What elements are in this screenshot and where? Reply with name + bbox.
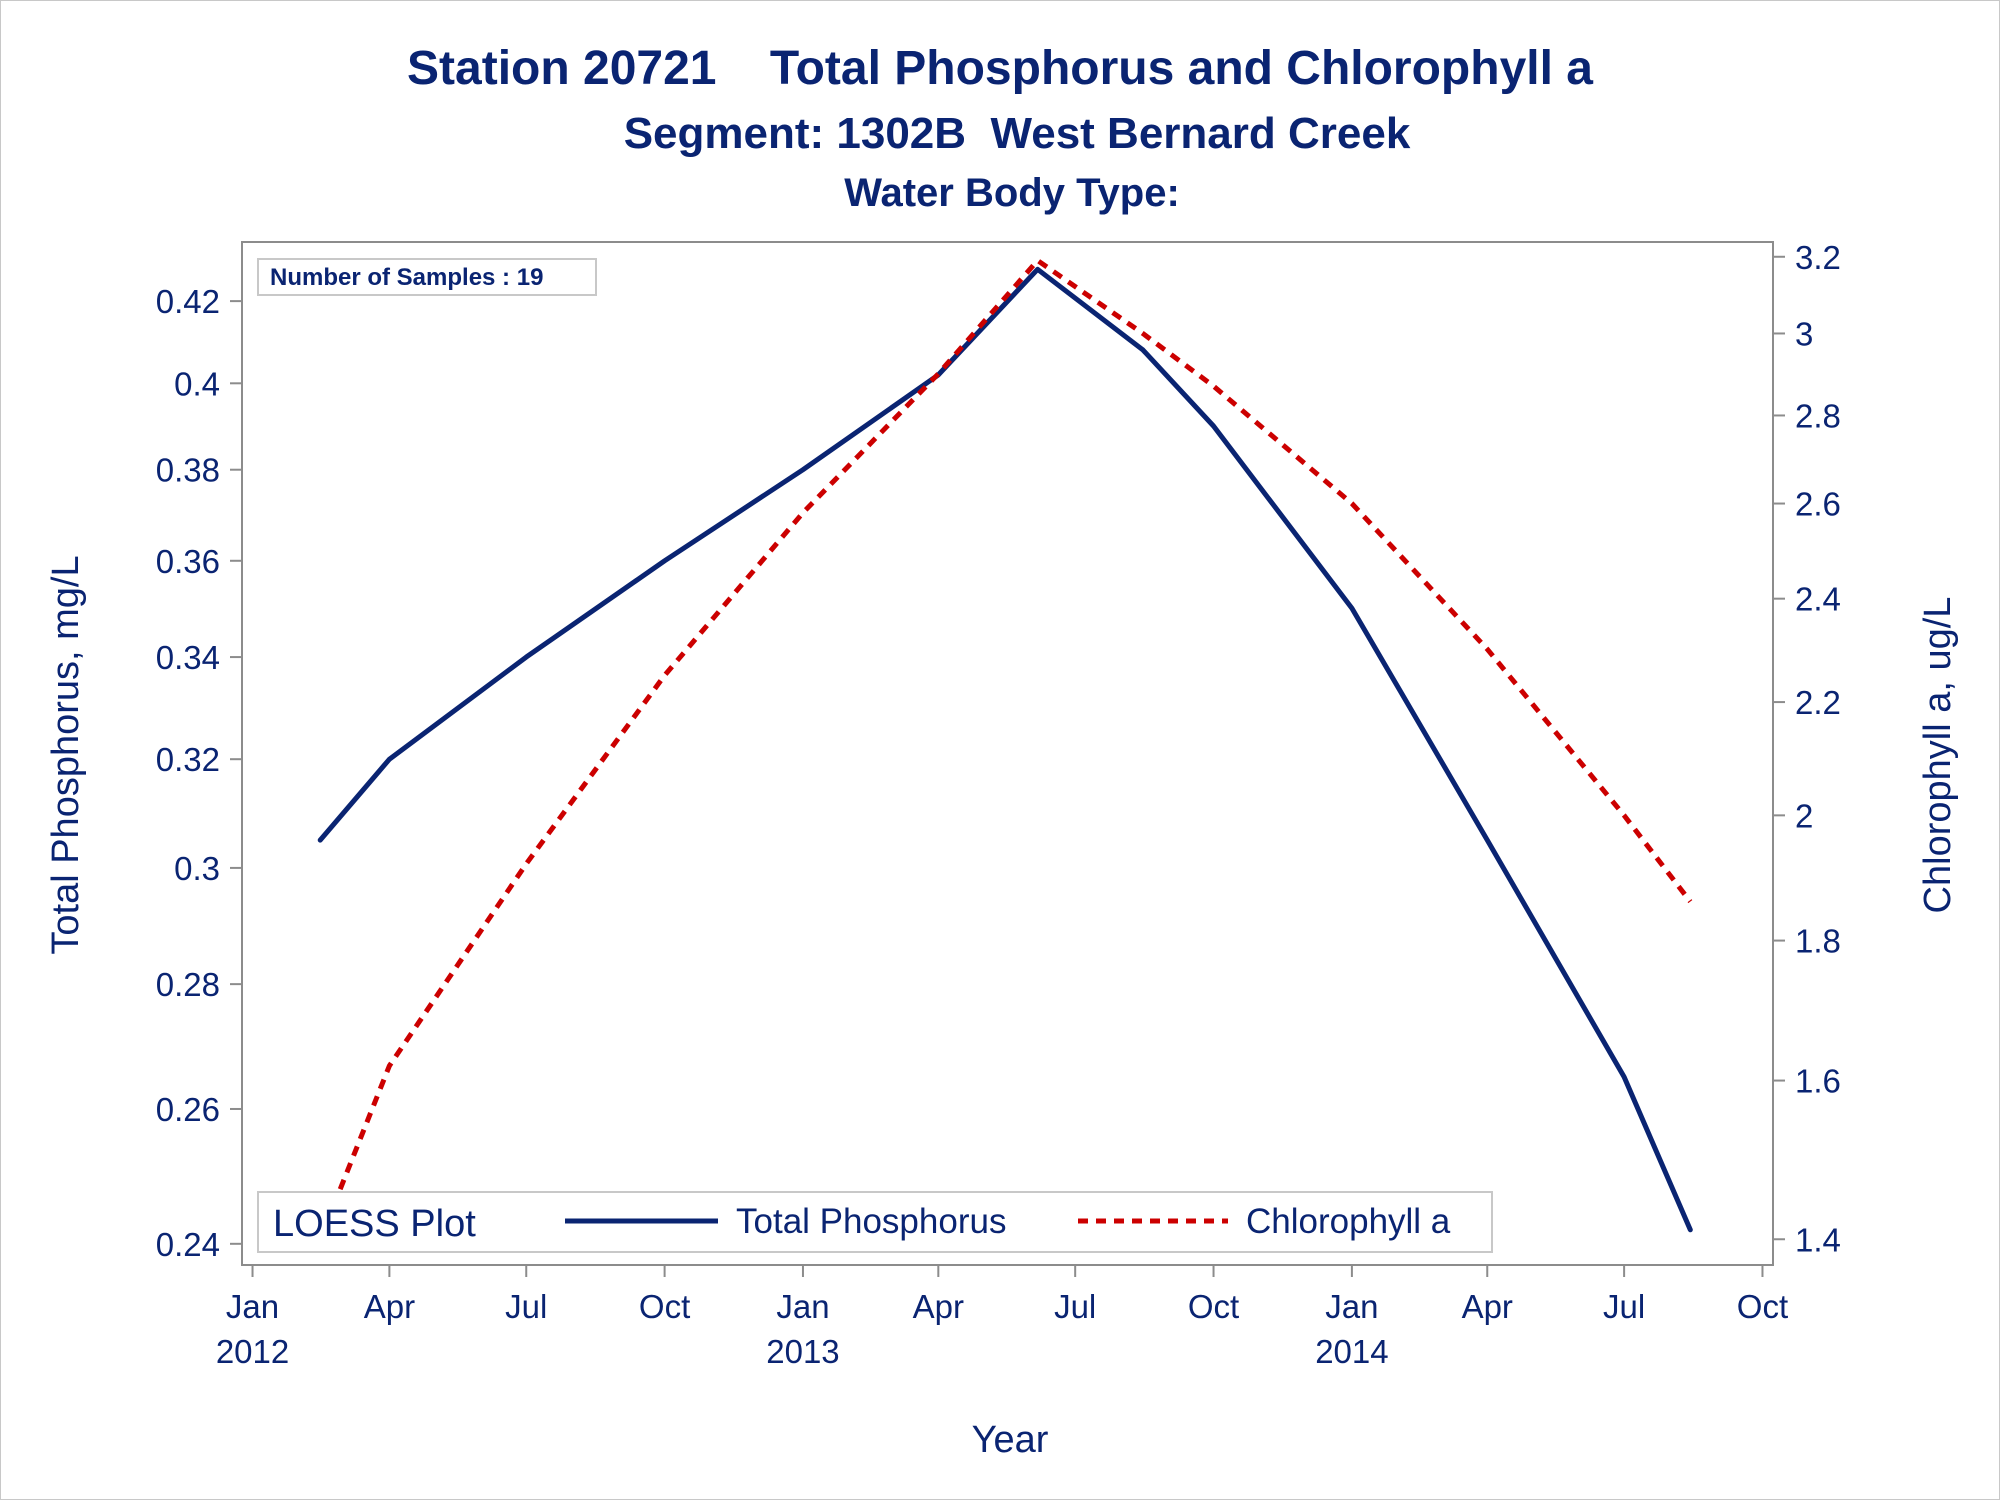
legend: LOESS Plot Total Phosphorus Chlorophyll … <box>257 1191 1493 1253</box>
y-left-tick-label: 0.32 <box>156 741 220 778</box>
y-left-tick-label: 0.3 <box>174 850 220 887</box>
y-right-tick-label: 2.6 <box>1795 486 1841 523</box>
legend-label-total-phosphorus: Total Phosphorus <box>736 1202 1006 1241</box>
y-left-tick-label: 0.28 <box>156 966 220 1003</box>
legend-label-chlorophyll-a: Chlorophyll a <box>1246 1202 1451 1241</box>
y-right-tick-label: 2.8 <box>1795 397 1841 434</box>
y-right-axis: 1.4 1.6 1.8 2 2.2 2.4 2.6 2.8 3 3.2 <box>1773 239 1841 1258</box>
y-left-tick-label: 0.24 <box>156 1226 220 1263</box>
sample-count-text: Number of Samples : 19 <box>270 264 543 291</box>
x-tick-label: Apr <box>364 1288 415 1325</box>
y-right-tick-label: 1.8 <box>1795 923 1841 960</box>
y-left-tick-label: 0.34 <box>156 639 220 676</box>
x-tick-year-label: 2013 <box>766 1333 839 1370</box>
y-right-tick-label: 2.4 <box>1795 581 1841 618</box>
y-left-axis-label: Total Phosphorus, mg/L <box>45 555 87 954</box>
x-axis: Jan 2012 Apr Jul Oct Jan 2013 Apr Jul Oct Jan 2014 A… <box>216 1264 1788 1370</box>
y-right-axis-label: Chlorophyll a, ug/L <box>1917 597 1959 914</box>
y-right-tick-label: 2 <box>1795 797 1813 834</box>
y-left-tick-label: 0.4 <box>174 365 220 402</box>
chart-subtitle: Segment: 1302B West Bernard Creek <box>624 109 1411 158</box>
x-tick-label: Jul <box>1603 1288 1645 1325</box>
y-left-axis: 0.24 0.26 0.28 0.3 0.32 0.34 0.36 0.38 0.4 0.42 <box>156 283 242 1263</box>
series-line-chlorophyll-a <box>317 258 1693 1241</box>
x-tick-label: Oct <box>1737 1288 1788 1325</box>
x-tick-label: Jan <box>776 1288 829 1325</box>
chart-title: Station 20721 Total Phosphorus and Chlor… <box>407 42 1593 95</box>
x-tick-label: Apr <box>913 1288 964 1325</box>
x-tick-year-label: 2012 <box>216 1333 289 1370</box>
y-right-tick-label: 3 <box>1795 315 1813 352</box>
x-tick-label: Jul <box>1054 1288 1096 1325</box>
sample-count-frame <box>257 258 597 296</box>
x-tick-label: Oct <box>639 1288 690 1325</box>
chart-subtitle-2: Water Body Type: <box>844 171 1180 215</box>
series-layer <box>317 258 1693 1241</box>
y-right-tick-label: 2.2 <box>1795 684 1841 721</box>
plot-area <box>241 241 1774 1266</box>
x-tick-label: Jan <box>1325 1288 1378 1325</box>
sample-count-box: Number of Samples : 19 <box>257 258 597 296</box>
y-right-tick-label: 1.4 <box>1795 1221 1841 1258</box>
y-left-tick-label: 0.26 <box>156 1091 220 1128</box>
y-left-tick-label: 0.42 <box>156 283 220 320</box>
x-axis-label: Year <box>972 1419 1049 1461</box>
x-tick-year-label: 2014 <box>1315 1333 1388 1370</box>
x-tick-label: Jan <box>226 1288 279 1325</box>
legend-title: LOESS Plot <box>273 1203 476 1245</box>
x-tick-label: Oct <box>1188 1288 1239 1325</box>
x-tick-label: Apr <box>1462 1288 1513 1325</box>
x-tick-label: Jul <box>505 1288 547 1325</box>
y-left-tick-label: 0.36 <box>156 543 220 580</box>
y-right-tick-label: 3.2 <box>1795 239 1841 276</box>
y-right-tick-label: 1.6 <box>1795 1063 1841 1100</box>
legend-frame <box>257 1191 1493 1253</box>
series-line-total-phosphorus <box>317 266 1693 1233</box>
y-left-tick-label: 0.38 <box>156 452 220 489</box>
